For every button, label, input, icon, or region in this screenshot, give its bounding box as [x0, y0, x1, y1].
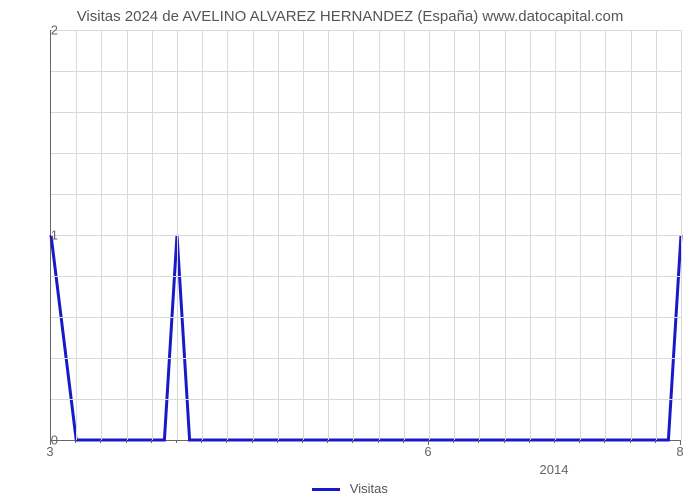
gridline-v	[454, 30, 455, 440]
x-minor-tick	[378, 440, 379, 443]
x-minor-tick	[126, 440, 127, 443]
gridline-v	[202, 30, 203, 440]
gridline-h	[51, 276, 681, 277]
x-minor-tick	[226, 440, 227, 443]
gridline-v	[101, 30, 102, 440]
chart-container: Visitas 2024 de AVELINO ALVAREZ HERNANDE…	[0, 0, 700, 500]
x-minor-tick	[579, 440, 580, 443]
x-minor-tick	[529, 440, 530, 443]
gridline-v	[227, 30, 228, 440]
gridline-v	[253, 30, 254, 440]
y-tick-label: 2	[38, 23, 58, 38]
x-tick-label: 8	[676, 444, 683, 459]
x-minor-tick	[252, 440, 253, 443]
plot-area	[50, 30, 681, 441]
gridline-v	[152, 30, 153, 440]
legend: Visitas	[0, 481, 700, 496]
y-tick-label: 1	[38, 228, 58, 243]
gridline-v	[505, 30, 506, 440]
x-minor-tick	[302, 440, 303, 443]
gridline-v	[328, 30, 329, 440]
x-tick-label: 6	[424, 444, 431, 459]
gridline-v	[631, 30, 632, 440]
x-minor-tick	[554, 440, 555, 443]
gridline-v	[555, 30, 556, 440]
x-minor-tick	[352, 440, 353, 443]
x-secondary-label: 2014	[540, 462, 569, 477]
gridline-v	[353, 30, 354, 440]
gridline-v	[177, 30, 178, 440]
x-minor-tick	[478, 440, 479, 443]
x-minor-tick	[176, 440, 177, 443]
gridline-v	[76, 30, 77, 440]
gridline-h	[51, 317, 681, 318]
gridline-v	[656, 30, 657, 440]
x-minor-tick	[201, 440, 202, 443]
x-tick-label: 3	[46, 444, 53, 459]
gridline-h	[51, 30, 681, 31]
gridline-v	[303, 30, 304, 440]
x-minor-tick	[277, 440, 278, 443]
gridline-h	[51, 112, 681, 113]
gridline-h	[51, 153, 681, 154]
x-minor-tick	[630, 440, 631, 443]
x-minor-tick	[504, 440, 505, 443]
gridline-v	[127, 30, 128, 440]
gridline-v	[681, 30, 682, 440]
gridline-v	[429, 30, 430, 440]
gridline-v	[530, 30, 531, 440]
x-minor-tick	[655, 440, 656, 443]
x-tick	[680, 440, 681, 445]
gridline-v	[278, 30, 279, 440]
gridline-v	[580, 30, 581, 440]
gridline-h	[51, 358, 681, 359]
x-tick	[50, 440, 51, 445]
x-minor-tick	[75, 440, 76, 443]
x-minor-tick	[151, 440, 152, 443]
gridline-v	[379, 30, 380, 440]
gridline-h	[51, 71, 681, 72]
chart-title: Visitas 2024 de AVELINO ALVAREZ HERNANDE…	[0, 8, 700, 25]
legend-label: Visitas	[350, 481, 388, 496]
x-minor-tick	[100, 440, 101, 443]
legend-swatch	[312, 488, 340, 491]
gridline-h	[51, 399, 681, 400]
gridline-v	[605, 30, 606, 440]
x-minor-tick	[403, 440, 404, 443]
x-tick	[428, 440, 429, 445]
gridline-h	[51, 235, 681, 236]
gridline-h	[51, 194, 681, 195]
x-minor-tick	[327, 440, 328, 443]
x-minor-tick	[453, 440, 454, 443]
x-minor-tick	[604, 440, 605, 443]
gridline-v	[479, 30, 480, 440]
gridline-v	[404, 30, 405, 440]
